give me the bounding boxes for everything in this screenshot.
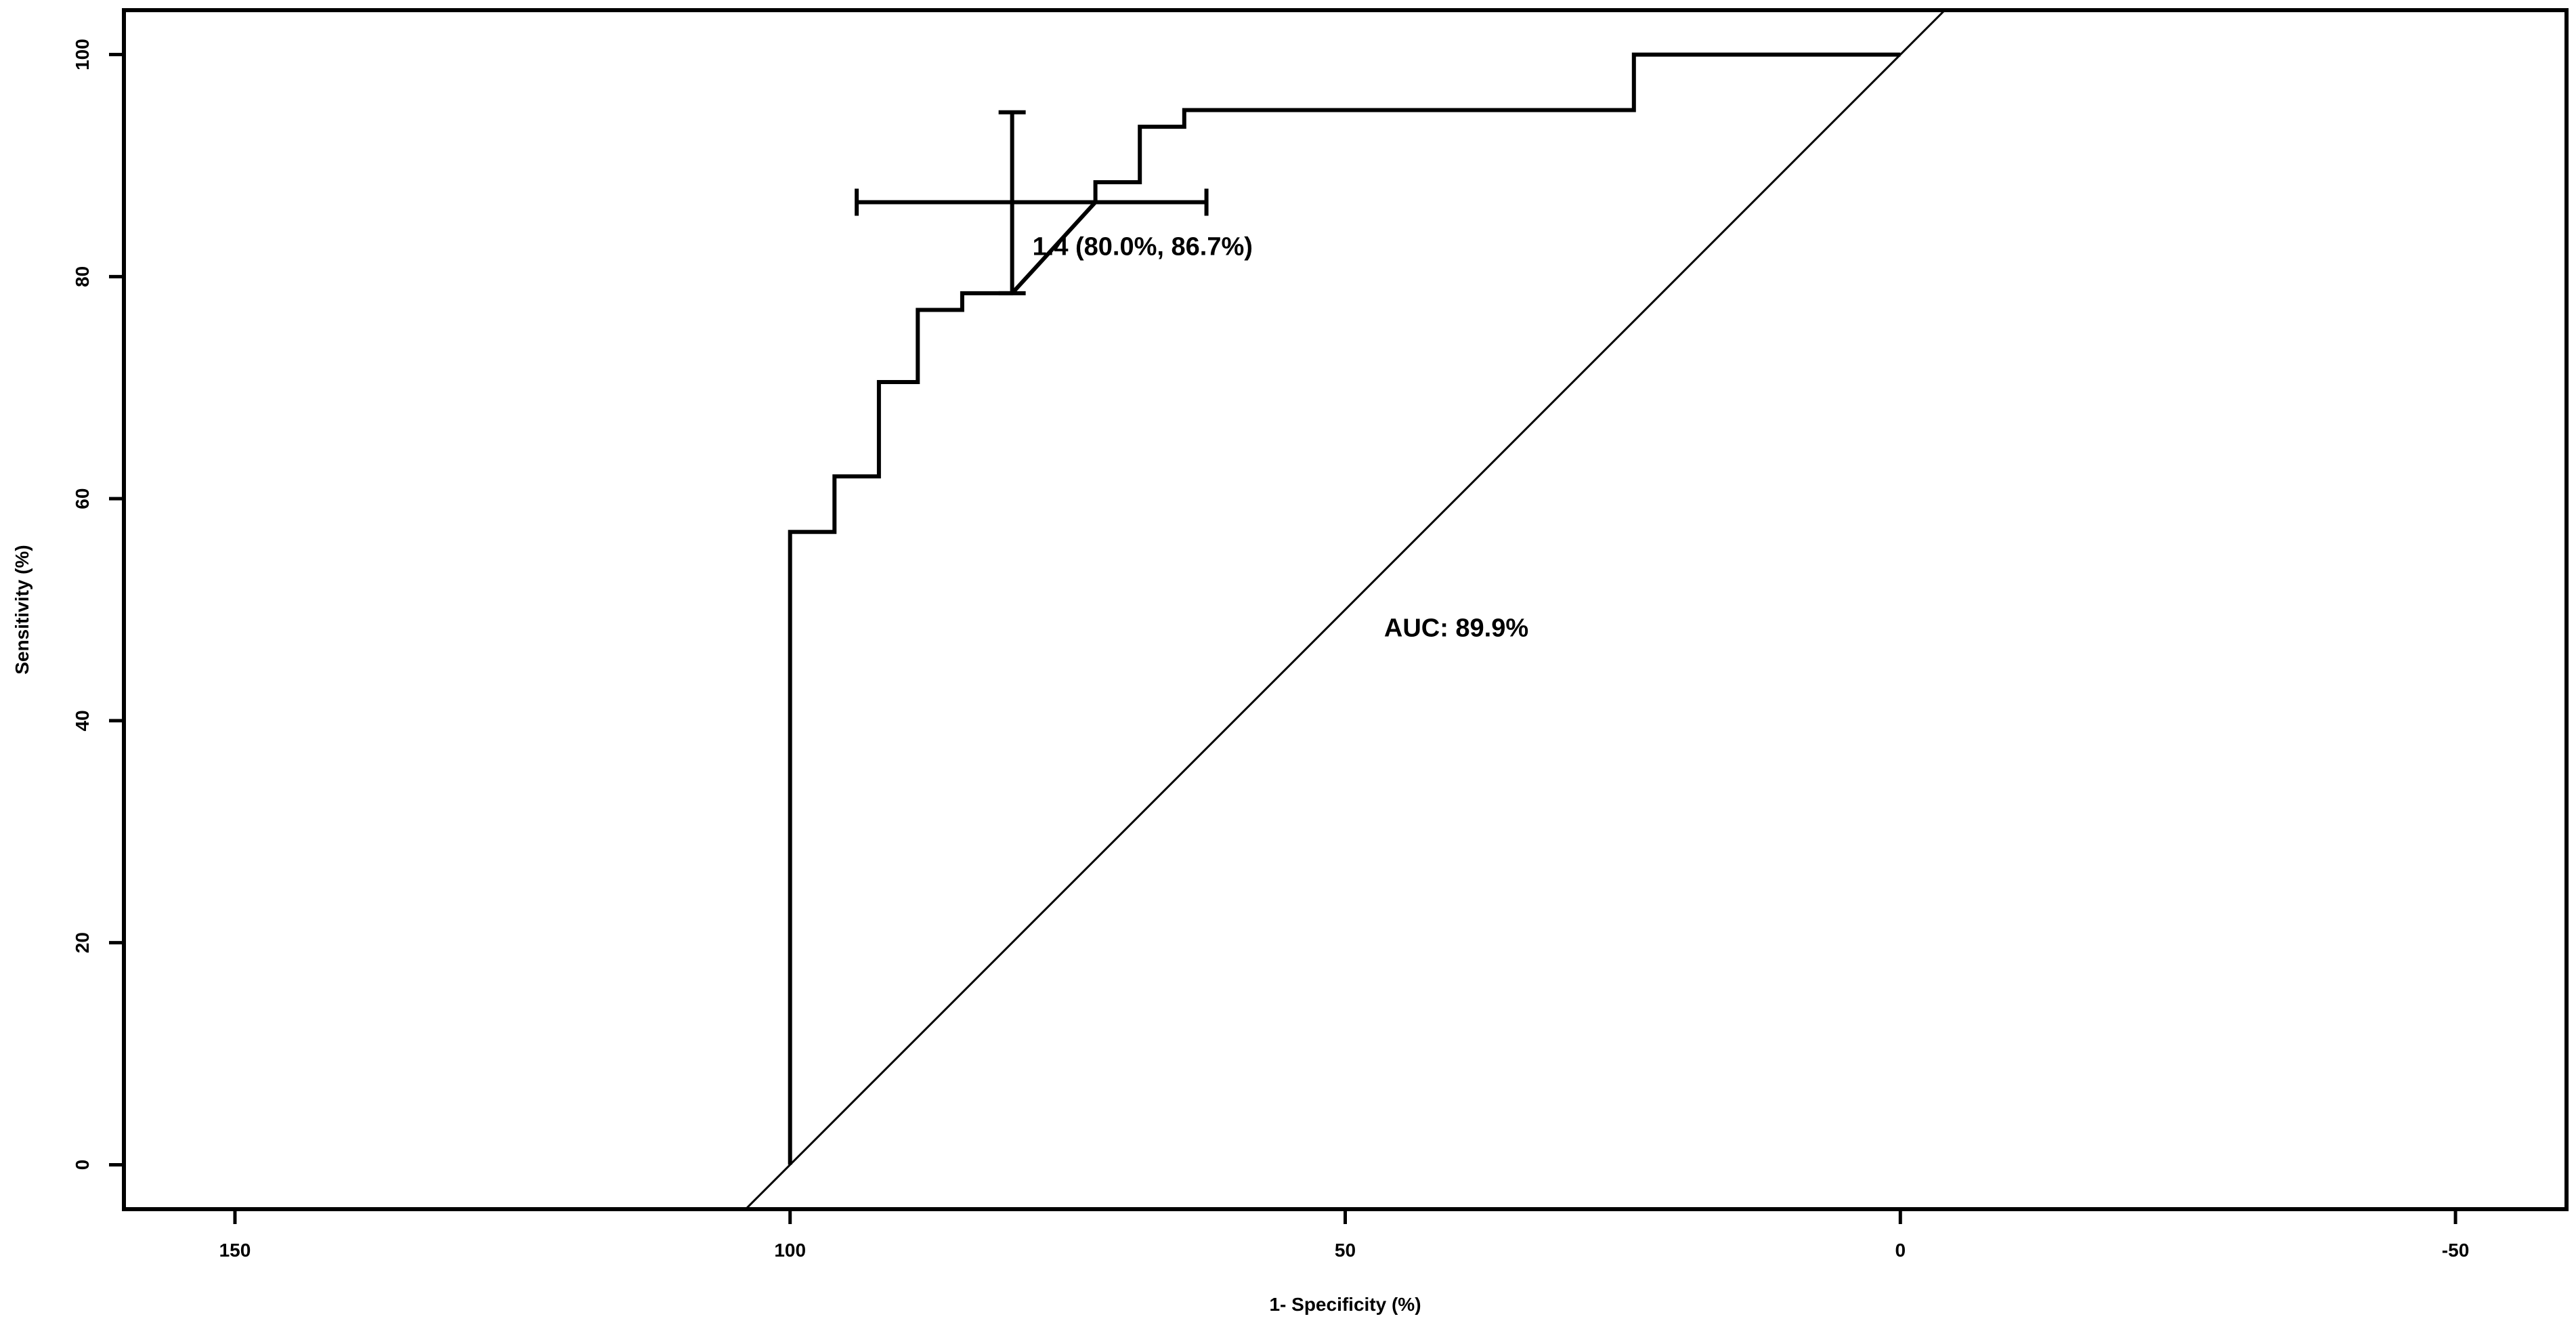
diagonal-reference-line	[745, 10, 1946, 1209]
x-tick-label: 0	[1895, 1240, 1906, 1261]
roc-curve-line	[788, 52, 1901, 1165]
y-tick-label: 100	[72, 39, 93, 70]
y-tick-label: 40	[72, 710, 93, 731]
x-axis-title: 1- Specificity (%)	[1269, 1294, 1421, 1315]
x-tick-label: 150	[219, 1240, 251, 1261]
y-tick-label: 60	[72, 488, 93, 509]
x-tick-label: -50	[2442, 1240, 2469, 1261]
y-tick-label: 20	[72, 932, 93, 953]
x-axis: 150 100 50 0 -50	[219, 1209, 2469, 1261]
auc-annotation: AUC: 89.9%	[1384, 614, 1528, 642]
y-axis: 0 20 40 60 80 100	[72, 39, 124, 1170]
y-tick-label: 0	[72, 1160, 93, 1171]
x-tick-label: 50	[1335, 1240, 1356, 1261]
plot-area: 1.4 (80.0%, 86.7%) AUC: 89.9%	[745, 10, 1946, 1209]
threshold-label: 1.4 (80.0%, 86.7%)	[1033, 233, 1253, 261]
y-tick-label: 80	[72, 266, 93, 287]
x-tick-label: 100	[774, 1240, 806, 1261]
y-axis-title: Sensitivity (%)	[12, 545, 33, 674]
threshold-crosshair	[855, 110, 1209, 295]
